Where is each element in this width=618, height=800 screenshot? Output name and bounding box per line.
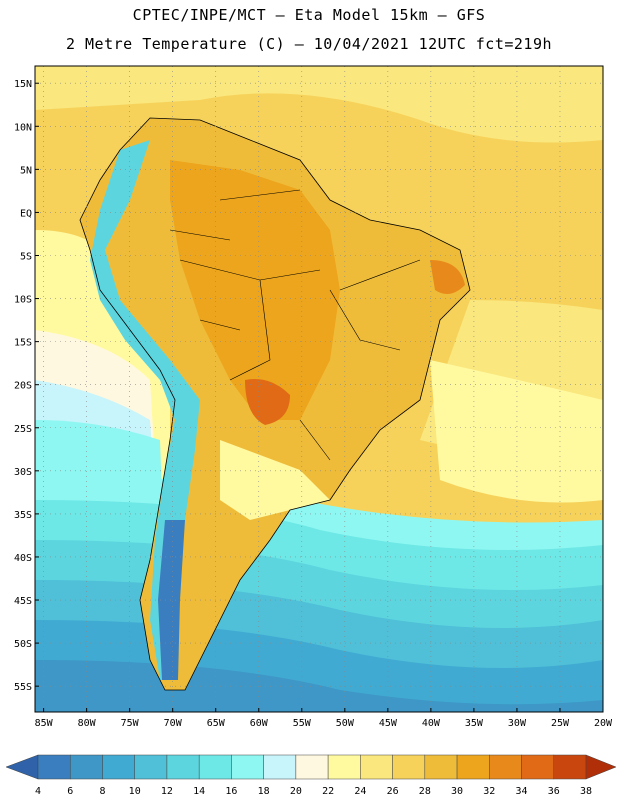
colorbar-swatch: [198, 754, 232, 780]
colorbar-label: 30: [451, 786, 463, 797]
lat-tick-label: 5S: [20, 251, 32, 262]
colorbar-swatch: [489, 754, 522, 780]
colorbar-swatch: [37, 754, 71, 780]
lat-tick-label: 40S: [14, 553, 32, 564]
colorbar-swatch: [327, 754, 361, 780]
colorbar-swatch: [424, 754, 458, 780]
lat-tick-label: 30S: [14, 467, 32, 478]
lat-tick-label: 15S: [14, 338, 32, 349]
colorbar-label: 16: [225, 786, 237, 797]
colorbar-swatch: [392, 754, 426, 780]
lon-tick-label: 60W: [250, 718, 269, 729]
lon-tick-label: 30W: [508, 718, 527, 729]
lon-tick-label: 35W: [465, 718, 484, 729]
colorbar-label: 36: [548, 786, 560, 797]
lat-tick-label: 10N: [14, 122, 32, 133]
map-frame: [34, 65, 604, 713]
colorbar-label: 38: [580, 786, 592, 797]
colorbar-max-arrow: [585, 754, 617, 780]
lat-tick-label: EQ: [20, 208, 32, 219]
lon-tick-label: 50W: [336, 718, 355, 729]
colorbar-label: 12: [161, 786, 173, 797]
lat-tick-label: 25S: [14, 424, 32, 435]
land-hot-northeast: [430, 260, 465, 294]
lon-tick-label: 70W: [164, 718, 183, 729]
colorbar-swatch: [166, 754, 200, 780]
land-south-mild: [220, 440, 330, 520]
colorbar-label: 24: [354, 786, 366, 797]
colorbar-label: 20: [290, 786, 302, 797]
lat-tick-label: 5N: [20, 165, 32, 176]
longitude-labels: 85W 80W 75W 70W 65W 60W 55W 50W 45W 40W 35W 30W 25W 2…: [35, 708, 613, 729]
colorbar-swatch: [456, 754, 490, 780]
colorbar-label: 8: [99, 786, 105, 797]
colorbar-swatch: [102, 754, 135, 780]
lon-tick-label: 25W: [551, 718, 570, 729]
land-hot-core: [170, 160, 340, 420]
colorbar-swatch: [231, 754, 264, 780]
colorbar-swatch: [295, 754, 329, 780]
colorbar-swatch: [553, 754, 587, 780]
title-line-1: CPTEC/INPE/MCT – Eta Model 15km – GFS: [132, 6, 486, 24]
lon-tick-label: 45W: [379, 718, 398, 729]
colorbar-label: 10: [129, 786, 141, 797]
colorbar-label: 28: [419, 786, 431, 797]
colorbar-swatch: [69, 754, 103, 780]
lon-tick-label: 40W: [422, 718, 441, 729]
colorbar-label: 6: [67, 786, 73, 797]
colorbar-label: 34: [516, 786, 528, 797]
colorbar-swatch: [521, 754, 555, 780]
colorbar-label: 26: [387, 786, 399, 797]
lon-tick-label: 75W: [121, 718, 140, 729]
colorbar-swatch: [134, 754, 168, 780]
lon-tick-label: 80W: [78, 718, 97, 729]
lat-tick-label: 45S: [14, 596, 32, 607]
lon-tick-label: 65W: [207, 718, 226, 729]
colorbar-label: 22: [322, 786, 334, 797]
lat-tick-label: 55S: [14, 682, 32, 693]
patagonia-cold: [158, 520, 185, 680]
lat-tick-label: 50S: [14, 639, 32, 650]
lat-tick-label: 10S: [14, 295, 32, 306]
lon-tick-label: 20W: [594, 718, 613, 729]
colorbar-label: 32: [483, 786, 495, 797]
country-borders: [169, 189, 421, 461]
lon-tick-label: 55W: [293, 718, 312, 729]
colorbar-min-arrow: [5, 754, 39, 780]
colorbar-swatch: [360, 754, 393, 780]
latitude-labels: 15N 10N 5N EQ 5S 10S 15S 20S 25S 30S 35S 40S 45S 50S 5…: [14, 79, 39, 693]
colorbar-swatch: [263, 754, 297, 780]
lon-tick-label: 85W: [35, 718, 54, 729]
title-line-2: 2 Metre Temperature (C) – 10/04/2021 12U…: [65, 35, 553, 53]
lat-tick-label: 15N: [14, 79, 32, 90]
map-field: [35, 66, 603, 712]
lat-tick-label: 20S: [14, 381, 32, 392]
land-hot-spot: [245, 379, 290, 425]
colorbar-label: 4: [35, 786, 41, 797]
colorbar-label: 18: [258, 786, 270, 797]
colorbar: 4 6 8 10 12 14 16 18 20 22 24 26 28 30 32 34 36 38: [5, 754, 617, 797]
field-north-ocean: [35, 66, 603, 143]
colorbar-label: 14: [193, 786, 205, 797]
lat-tick-label: 35S: [14, 510, 32, 521]
